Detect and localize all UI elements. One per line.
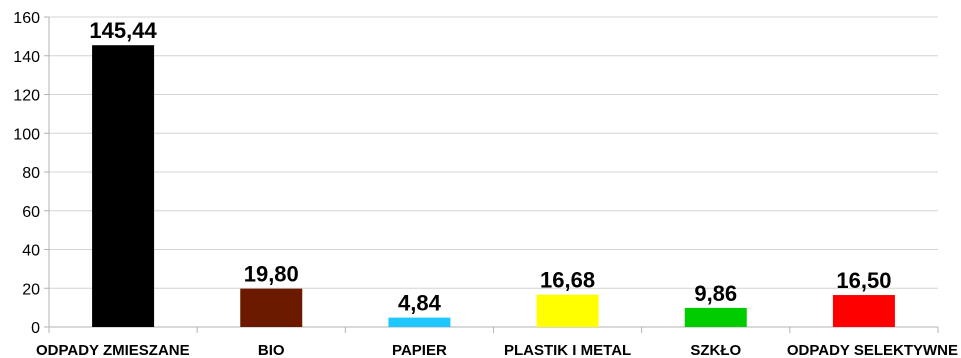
axes (44, 16, 939, 333)
y-tick-label: 20 (22, 281, 40, 298)
category-label: ODPADY ZMIESZANE (36, 342, 190, 358)
bar (240, 288, 303, 327)
gridlines (49, 16, 938, 289)
category-label: SZKŁO (690, 342, 741, 358)
y-tick-label: 0 (31, 320, 40, 337)
labels: 0 20 40 60 80 100 120 140 160 145,44 ODPADY ZMIESZ… (13, 10, 958, 358)
bar (684, 307, 747, 327)
category-label: PLASTIK I METAL (504, 342, 631, 358)
category-label: ODPADY SELEKTYWNE (787, 342, 958, 358)
category-label: PAPIER (392, 342, 447, 358)
y-tick-label: 140 (13, 49, 40, 66)
y-tick-label: 100 (13, 126, 40, 143)
data-label: 145,44 (89, 18, 157, 43)
y-tick-label: 40 (22, 243, 40, 260)
bar (832, 295, 895, 327)
data-label: 4,84 (398, 291, 442, 316)
y-tick-label: 120 (13, 88, 40, 105)
y-tick-label: 160 (13, 10, 40, 27)
bar (536, 294, 599, 327)
data-label: 16,50 (836, 268, 891, 293)
data-label: 16,68 (540, 268, 595, 293)
y-tick-label: 60 (22, 204, 40, 221)
bar (92, 45, 155, 328)
data-label: 9,86 (694, 281, 737, 306)
bar (388, 317, 451, 327)
y-tick-label: 80 (22, 165, 40, 182)
category-label: BIO (258, 342, 285, 358)
data-label: 19,80 (244, 262, 299, 287)
bars (92, 45, 895, 328)
